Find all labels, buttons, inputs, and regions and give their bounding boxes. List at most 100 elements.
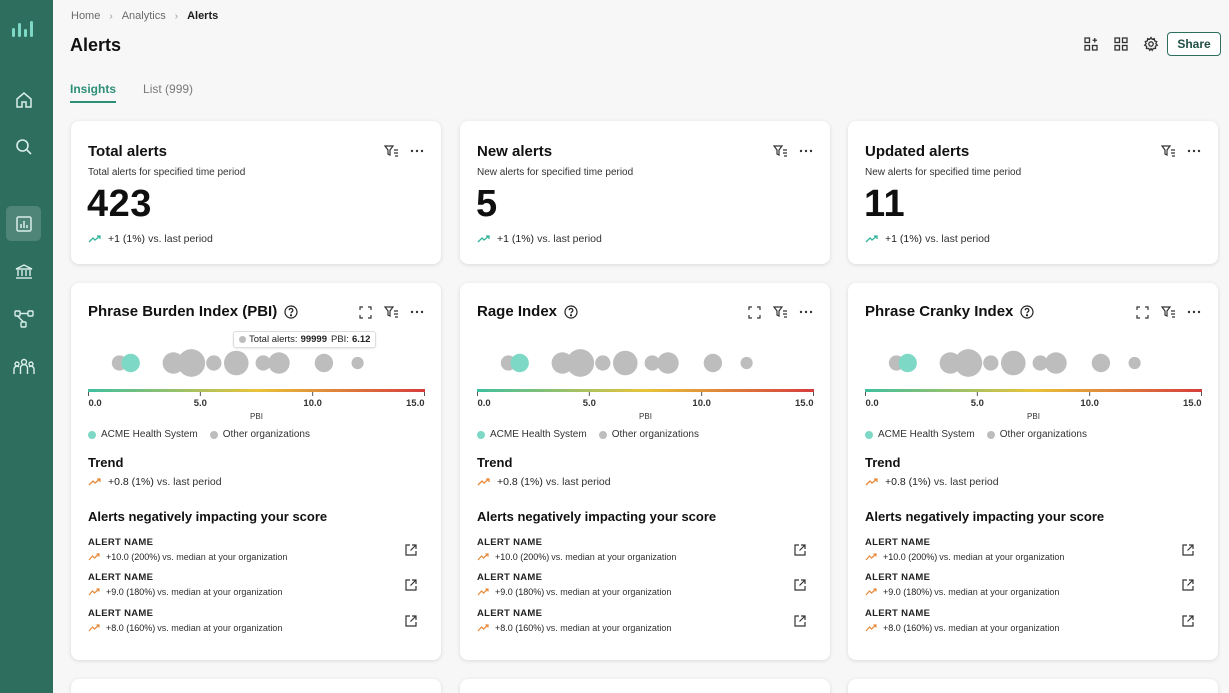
index-card: Phrase Burden Index (PBI) ACME Health Sy…	[71, 283, 441, 660]
bubble-other[interactable]	[268, 352, 290, 374]
alert-delta-value: +9.0 (180%)	[883, 587, 933, 597]
bubble-other[interactable]	[351, 356, 364, 370]
metric-delta: +1 (1%) vs. last period	[865, 233, 990, 245]
axis-tick-label: 15.0	[406, 398, 425, 409]
sidebar-item-home[interactable]	[6, 82, 41, 117]
bubble-other[interactable]	[223, 350, 249, 376]
more-options-button[interactable]	[798, 143, 814, 159]
sidebar-item-analytics[interactable]	[6, 206, 41, 241]
alert-delta-text: vs. median at your organization	[162, 552, 288, 562]
card-subtitle: New alerts for specified time period	[477, 167, 634, 178]
more-options-button[interactable]	[409, 304, 425, 320]
expand-button[interactable]	[746, 304, 762, 320]
external-link-icon[interactable]	[404, 543, 418, 557]
tab-insights[interactable]: Insights	[70, 82, 117, 103]
more-options-button[interactable]	[1186, 304, 1202, 320]
bubble-other[interactable]	[1128, 356, 1141, 370]
filter-button[interactable]	[772, 143, 788, 159]
sidebar-item-search[interactable]	[6, 129, 41, 164]
bubble-acme[interactable]	[898, 353, 917, 373]
filter-icon	[772, 306, 787, 318]
help-icon[interactable]	[284, 304, 298, 319]
external-link-icon[interactable]	[404, 578, 418, 592]
external-link-icon[interactable]	[1181, 614, 1195, 628]
bubble-other[interactable]	[177, 349, 206, 377]
bubble-other[interactable]	[1091, 353, 1111, 373]
legend-swatch	[986, 430, 995, 439]
trend-up-icon	[865, 624, 877, 632]
bubble-other[interactable]	[206, 355, 222, 371]
expand-button[interactable]	[1134, 304, 1150, 320]
bubble-other[interactable]	[983, 355, 999, 371]
breadcrumb-home[interactable]: Home	[71, 10, 101, 22]
axis-tick-label: 15.0	[1183, 398, 1202, 409]
sidebar-item-institution[interactable]	[6, 254, 41, 289]
bubble-chart: 0.0 5.0 10.0 15.0 PBI	[477, 349, 814, 421]
bubble-other[interactable]	[612, 350, 638, 376]
bubble-other[interactable]	[657, 352, 679, 374]
bubble-other[interactable]	[566, 349, 595, 377]
trend-up-icon	[865, 553, 877, 561]
expand-icon	[747, 305, 761, 319]
tab-list[interactable]: List (999)	[143, 82, 194, 96]
expand-button[interactable]	[357, 304, 373, 320]
more-options-button[interactable]	[798, 304, 814, 320]
trend-value: +0.8 (1%)	[885, 476, 931, 488]
alert-delta: +10.0 (200%) vs. median at your organiza…	[88, 552, 422, 562]
more-options-button[interactable]	[1186, 143, 1202, 159]
card-title: Rage Index	[477, 303, 578, 320]
external-link-icon[interactable]	[404, 614, 418, 628]
bubble-other[interactable]	[314, 353, 334, 373]
external-link-icon[interactable]	[793, 543, 807, 557]
bubble-other[interactable]	[740, 356, 753, 370]
external-link-icon[interactable]	[793, 578, 807, 592]
bubble-acme[interactable]	[510, 353, 529, 373]
alert-delta: +9.0 (180%) vs. median at your organizat…	[88, 587, 422, 597]
trend-text: vs. last period	[156, 476, 222, 488]
bubble-other[interactable]	[255, 355, 271, 371]
main-content: Home › Analytics › Alerts Alerts Share I…	[53, 0, 1229, 693]
trend-delta: +0.8 (1%) vs. last period	[477, 476, 611, 488]
bubble-other[interactable]	[1000, 350, 1026, 376]
alert-delta: +9.0 (180%) vs. median at your organizat…	[865, 587, 1199, 597]
help-icon[interactable]	[564, 304, 578, 319]
card-title: Total alerts	[88, 143, 167, 160]
metric-value: 423	[87, 183, 152, 225]
filter-button[interactable]	[383, 304, 399, 320]
filter-button[interactable]	[1160, 304, 1176, 320]
filter-button[interactable]	[383, 143, 399, 159]
bubble-acme[interactable]	[121, 353, 140, 373]
external-link-icon[interactable]	[1181, 543, 1195, 557]
filter-button[interactable]	[772, 304, 788, 320]
app-logo[interactable]	[6, 11, 41, 46]
legend-swatch	[88, 430, 96, 439]
tabs: Insights List (999)	[70, 82, 220, 103]
sidebar-item-people[interactable]	[6, 349, 41, 384]
partial-card	[460, 679, 830, 693]
bubble-other[interactable]	[1032, 355, 1048, 371]
metric-value: 5	[476, 183, 498, 225]
more-options-button[interactable]	[409, 143, 425, 159]
bubble-other[interactable]	[954, 349, 983, 377]
metric-delta: +1 (1%) vs. last period	[88, 233, 213, 245]
sidebar-item-network[interactable]	[6, 301, 41, 336]
grid-layout-icon[interactable]	[1113, 36, 1129, 52]
axis-tick-label: 10.0	[1080, 398, 1099, 409]
help-icon[interactable]	[1020, 304, 1035, 319]
axis-tick-label: 10.0	[303, 398, 322, 409]
bubble-chart: 0.0 5.0 10.0 15.0 PBI	[88, 349, 425, 421]
gear-icon[interactable]	[1143, 36, 1159, 52]
add-widget-icon[interactable]	[1083, 36, 1099, 52]
external-link-icon[interactable]	[1181, 578, 1195, 592]
bubble-other[interactable]	[644, 355, 660, 371]
legend-item-acme: ACME Health System	[477, 429, 587, 440]
filter-button[interactable]	[1160, 143, 1176, 159]
external-link-icon[interactable]	[793, 614, 807, 628]
bubble-other[interactable]	[703, 353, 723, 373]
axis-label: PBI	[250, 412, 263, 421]
share-button[interactable]: Share	[1167, 32, 1221, 56]
bubble-other[interactable]	[1045, 352, 1067, 374]
bubble-other[interactable]	[595, 355, 611, 371]
home-icon	[15, 91, 32, 108]
breadcrumb-analytics[interactable]: Analytics	[121, 10, 166, 22]
